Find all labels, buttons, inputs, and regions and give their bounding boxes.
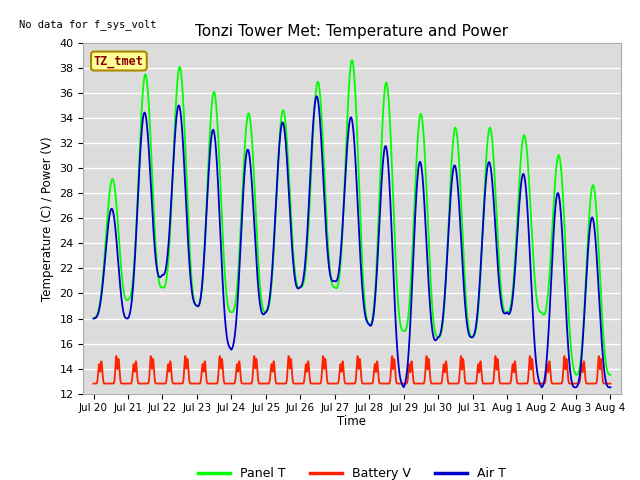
Panel T	[234, 275, 242, 280]
Panel T	[607, 372, 614, 378]
Text: No data for f_sys_volt: No data for f_sys_volt	[19, 19, 156, 30]
X-axis label: Time: Time	[337, 415, 367, 428]
Battery V	[234, 367, 242, 373]
Line: Battery V: Battery V	[93, 356, 611, 384]
Battery V	[412, 381, 419, 386]
Air T	[90, 316, 97, 322]
Battery V	[90, 381, 97, 386]
Text: TZ_tmet: TZ_tmet	[94, 55, 144, 68]
Title: Tonzi Tower Met: Temperature and Power: Tonzi Tower Met: Temperature and Power	[195, 24, 509, 39]
Panel T	[412, 183, 419, 189]
Battery V	[200, 361, 208, 367]
Battery V	[402, 381, 410, 386]
Battery V	[606, 381, 614, 386]
Y-axis label: Temperature (C) / Power (V): Temperature (C) / Power (V)	[41, 136, 54, 300]
Air T	[605, 384, 613, 390]
Battery V	[607, 381, 614, 386]
Panel T	[403, 326, 410, 332]
Line: Panel T: Panel T	[93, 60, 611, 375]
Air T	[607, 384, 614, 390]
Panel T	[606, 372, 614, 378]
Battery V	[557, 381, 565, 386]
Line: Air T: Air T	[93, 96, 611, 387]
Air T	[403, 374, 410, 380]
Air T	[313, 94, 321, 99]
Air T	[200, 252, 208, 257]
Panel T	[557, 171, 565, 177]
Air T	[234, 294, 242, 300]
Legend: Panel T, Battery V, Air T: Panel T, Battery V, Air T	[193, 462, 511, 480]
Panel T	[348, 57, 356, 63]
Battery V	[595, 353, 603, 359]
Air T	[607, 384, 614, 390]
Air T	[557, 220, 565, 226]
Panel T	[200, 250, 208, 256]
Air T	[412, 212, 419, 217]
Panel T	[90, 316, 97, 322]
